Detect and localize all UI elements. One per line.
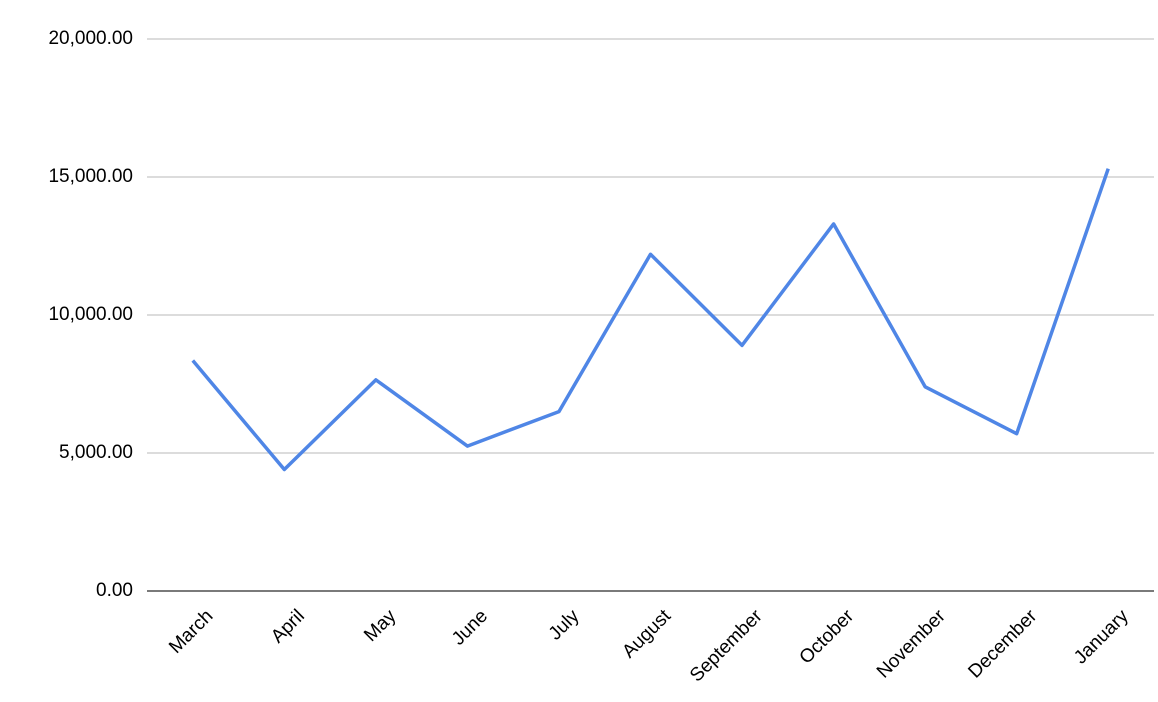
x-tick-label: December xyxy=(964,605,1041,682)
y-tick-label: 0.00 xyxy=(96,580,133,601)
x-tick-label: March xyxy=(165,606,217,658)
data-line xyxy=(191,168,1110,472)
x-tick-label: August xyxy=(618,605,675,662)
y-tick-label: 15,000.00 xyxy=(48,166,133,187)
y-tick-label: 5,000.00 xyxy=(59,442,133,463)
x-tick-label: April xyxy=(267,606,309,648)
y-tick-label: 20,000.00 xyxy=(48,28,133,49)
y-tick-label: 10,000.00 xyxy=(48,304,133,325)
x-tick-label: November xyxy=(873,605,950,682)
x-tick-label: January xyxy=(1070,605,1133,668)
x-tick-label: June xyxy=(448,606,492,650)
x-tick-label: May xyxy=(360,605,401,646)
x-tick-label: October xyxy=(796,605,859,668)
x-tick-label: July xyxy=(545,605,584,644)
x-tick-label: September xyxy=(686,605,767,686)
